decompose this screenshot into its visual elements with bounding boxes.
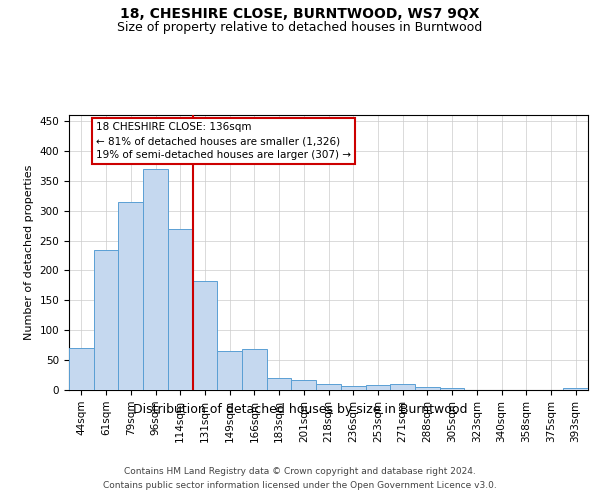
Bar	[316, 384, 341, 390]
Text: Contains public sector information licensed under the Open Government Licence v3: Contains public sector information licen…	[103, 481, 497, 490]
Bar	[292, 380, 316, 390]
Text: 18 CHESHIRE CLOSE: 136sqm
← 81% of detached houses are smaller (1,326)
19% of se: 18 CHESHIRE CLOSE: 136sqm ← 81% of detac…	[96, 122, 351, 160]
Bar	[563, 388, 588, 390]
Text: Size of property relative to detached houses in Burntwood: Size of property relative to detached ho…	[118, 21, 482, 34]
Bar	[118, 202, 143, 390]
Text: 18, CHESHIRE CLOSE, BURNTWOOD, WS7 9QX: 18, CHESHIRE CLOSE, BURNTWOOD, WS7 9QX	[120, 8, 480, 22]
Bar	[415, 387, 440, 390]
Bar	[267, 378, 292, 390]
Bar	[168, 228, 193, 390]
Text: Contains HM Land Registry data © Crown copyright and database right 2024.: Contains HM Land Registry data © Crown c…	[124, 468, 476, 476]
Bar	[341, 386, 365, 390]
Bar	[193, 280, 217, 390]
Bar	[440, 388, 464, 390]
Bar	[242, 350, 267, 390]
Bar	[69, 348, 94, 390]
Bar	[365, 385, 390, 390]
Bar	[390, 384, 415, 390]
Y-axis label: Number of detached properties: Number of detached properties	[24, 165, 34, 340]
Bar	[94, 250, 118, 390]
Bar	[217, 351, 242, 390]
Bar	[143, 169, 168, 390]
Text: Distribution of detached houses by size in Burntwood: Distribution of detached houses by size …	[133, 402, 467, 415]
